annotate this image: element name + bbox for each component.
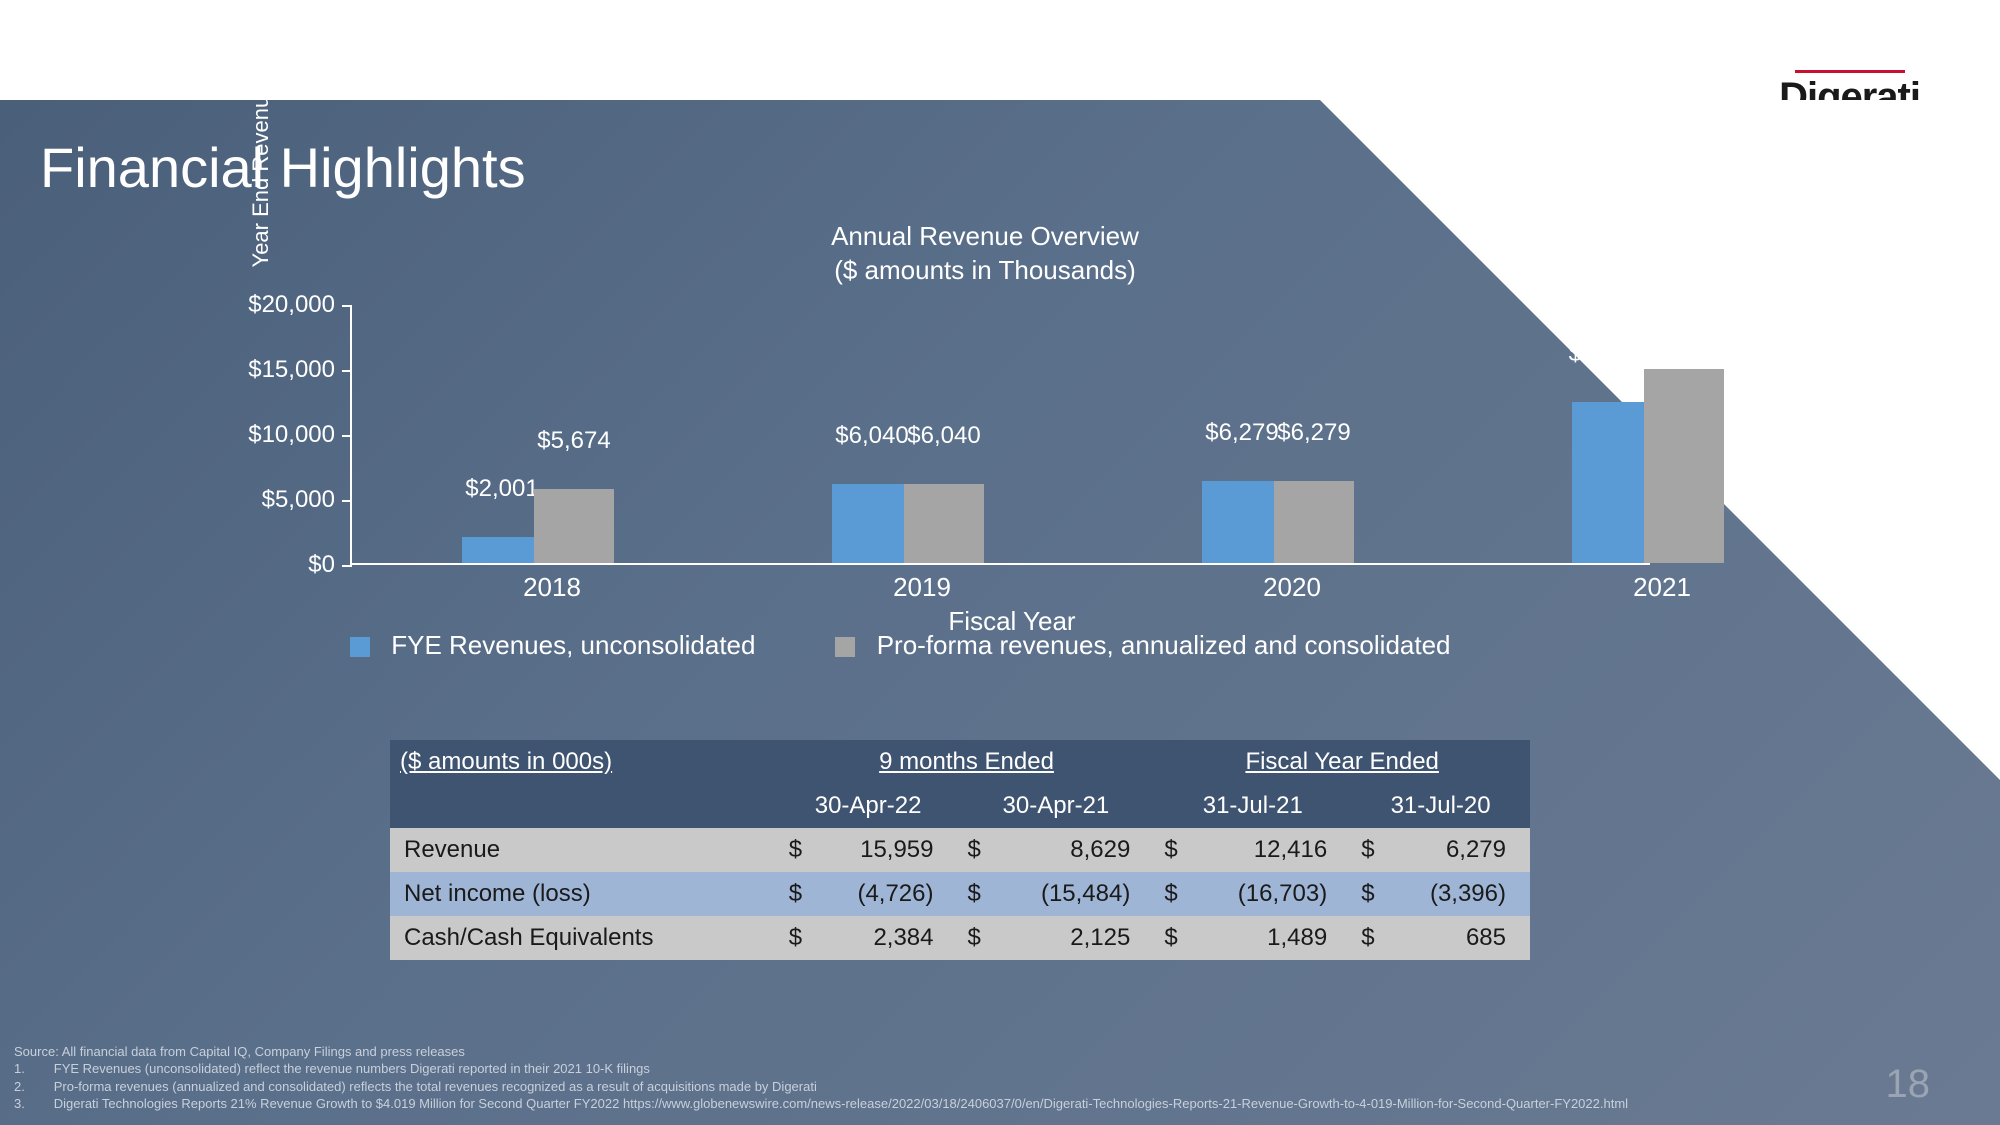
currency-symbol: $ [958, 916, 988, 960]
table-row: Cash/Cash Equivalents$2,384$2,125$1,489$… [390, 916, 1530, 960]
table-row: Revenue$15,959$8,629$12,416$6,279 [390, 828, 1530, 872]
currency-symbol: $ [779, 916, 809, 960]
table-subheader-2: 31-Jul-21 [1154, 784, 1351, 828]
currency-symbol: $ [1351, 872, 1381, 916]
chart-title-line1: Annual Revenue Overview [831, 221, 1139, 251]
ytick-label: $10,000 [215, 421, 335, 449]
cell-value: 6,279 [1381, 828, 1530, 872]
ytick-label: $5,000 [215, 486, 335, 514]
table-subheader-row: 30-Apr-22 30-Apr-21 31-Jul-21 31-Jul-20 [390, 784, 1530, 828]
cell-value: (15,484) [988, 872, 1155, 916]
xtick-label: 2021 [1592, 572, 1732, 603]
table-subheader-1: 30-Apr-21 [958, 784, 1155, 828]
logo-accent-bar [1795, 70, 1905, 73]
row-label: Net income (loss) [390, 872, 779, 916]
legend-item-1: Pro-forma revenues, annualized and conso… [835, 630, 1450, 661]
bar [534, 489, 614, 563]
ytick [342, 565, 352, 567]
cell-value: (3,396) [1381, 872, 1530, 916]
legend-label-1: Pro-forma revenues, annualized and conso… [877, 630, 1451, 660]
cell-value: 2,125 [988, 916, 1155, 960]
legend-swatch-1 [835, 637, 855, 657]
table-header-mid: 9 months Ended [779, 740, 1155, 784]
bar [462, 537, 542, 563]
chart-plot-area: Fiscal Year $0$5,000$10,000$15,000$20,00… [350, 305, 1650, 565]
table-header-row: ($ amounts in 000s) 9 months Ended Fisca… [390, 740, 1530, 784]
page-number: 18 [1886, 1062, 1931, 1107]
ytick-label: $0 [215, 551, 335, 579]
cell-value: (4,726) [809, 872, 958, 916]
ytick [342, 370, 352, 372]
legend-swatch-0 [350, 637, 370, 657]
bar [904, 484, 984, 563]
bar [832, 484, 912, 563]
xtick-label: 2020 [1222, 572, 1362, 603]
footnote-2: 2. Pro-forma revenues (annualized and co… [14, 1078, 1814, 1096]
ytick [342, 305, 352, 307]
bar [1644, 369, 1724, 563]
row-label: Revenue [390, 828, 779, 872]
chart-title: Annual Revenue Overview ($ amounts in Th… [795, 220, 1175, 288]
bar-value-label: $5,674 [514, 427, 634, 455]
currency-symbol: $ [779, 872, 809, 916]
chart-legend: FYE Revenues, unconsolidated Pro-forma r… [350, 630, 1451, 661]
footnote-source: Source: All financial data from Capital … [14, 1043, 1814, 1061]
table-row: Net income (loss)$(4,726)$(15,484)$(16,7… [390, 872, 1530, 916]
legend-item-0: FYE Revenues, unconsolidated [350, 630, 755, 661]
ytick [342, 500, 352, 502]
currency-symbol: $ [1154, 872, 1184, 916]
table-subheader-3: 31-Jul-20 [1351, 784, 1530, 828]
currency-symbol: $ [1351, 916, 1381, 960]
footnote-1: 1. FYE Revenues (unconsolidated) reflect… [14, 1060, 1814, 1078]
bar-value-label: $6,040 [884, 422, 1004, 450]
currency-symbol: $ [779, 828, 809, 872]
financial-table: ($ amounts in 000s) 9 months Ended Fisca… [390, 740, 1530, 960]
cell-value: (16,703) [1184, 872, 1351, 916]
cell-value: 12,416 [1184, 828, 1351, 872]
bar-value-label: $6,279 [1254, 419, 1374, 447]
page-title: Financial Highlights [40, 135, 526, 200]
table-subheader-blank [390, 784, 779, 828]
table-header-right: Fiscal Year Ended [1154, 740, 1530, 784]
bar [1572, 402, 1652, 563]
bar-value-label: $12,416 [1552, 340, 1672, 368]
cell-value: 8,629 [988, 828, 1155, 872]
row-label: Cash/Cash Equivalents [390, 916, 779, 960]
bar [1274, 481, 1354, 563]
legend-label-0: FYE Revenues, unconsolidated [391, 630, 755, 660]
cell-value: 1,489 [1184, 916, 1351, 960]
currency-symbol: $ [1154, 916, 1184, 960]
cell-value: 685 [1381, 916, 1530, 960]
slide-body: Financial Highlights Annual Revenue Over… [0, 100, 2000, 1125]
chart-ylabel: Year End Revenues [248, 40, 274, 300]
xtick-label: 2019 [852, 572, 992, 603]
table-subheader-0: 30-Apr-22 [779, 784, 958, 828]
currency-symbol: $ [1154, 828, 1184, 872]
ytick-label: $15,000 [215, 356, 335, 384]
currency-symbol: $ [958, 828, 988, 872]
footnotes: Source: All financial data from Capital … [14, 1043, 1814, 1113]
footnote-3: 3. Digerati Technologies Reports 21% Rev… [14, 1095, 1814, 1113]
bar-value-label: $14,914 [1624, 307, 1744, 335]
currency-symbol: $ [1351, 828, 1381, 872]
cell-value: 15,959 [809, 828, 958, 872]
ytick-label: $20,000 [215, 291, 335, 319]
bar [1202, 481, 1282, 563]
currency-symbol: $ [958, 872, 988, 916]
table-header-left: ($ amounts in 000s) [390, 740, 779, 784]
chart-title-line2: ($ amounts in Thousands) [834, 255, 1136, 285]
revenue-chart: Annual Revenue Overview ($ amounts in Th… [290, 220, 1670, 640]
top-strip [0, 0, 2000, 100]
xtick-label: 2018 [482, 572, 622, 603]
ytick [342, 435, 352, 437]
cell-value: 2,384 [809, 916, 958, 960]
